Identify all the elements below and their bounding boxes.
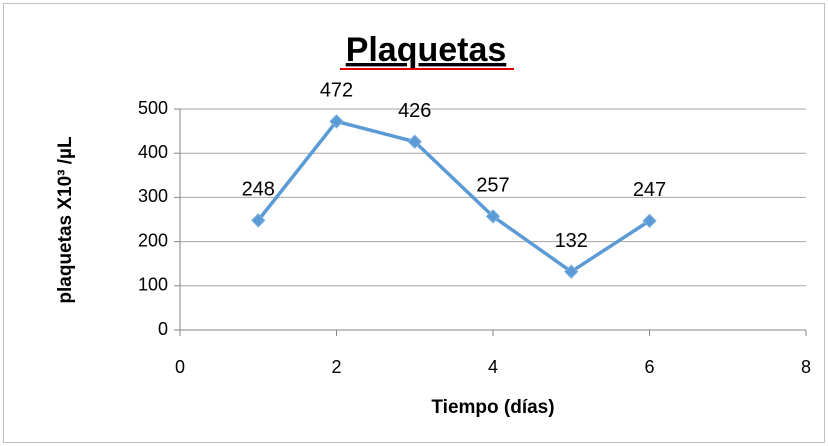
- data-marker: [485, 209, 501, 224]
- y-tick-label: 300: [138, 186, 168, 206]
- data-label: 472: [320, 80, 353, 102]
- y-tick-label: 0: [158, 319, 168, 339]
- data-line: [256, 119, 651, 274]
- data-label: 132: [555, 230, 588, 252]
- x-axis-label: Tiempo (días): [431, 397, 554, 418]
- data-label: 426: [398, 100, 431, 122]
- x-tick-label: 0: [175, 357, 185, 377]
- y-tick-label: 200: [138, 230, 168, 250]
- x-tick-label: 2: [331, 357, 341, 377]
- x-tick-label: 8: [801, 357, 811, 377]
- y-axis-label: plaquetas X10³ /µL: [55, 136, 76, 304]
- chart-frame: [3, 3, 825, 443]
- data-marker: [407, 134, 422, 149]
- data-label: 248: [242, 179, 275, 201]
- data-marker: [329, 114, 344, 129]
- data-label: 247: [633, 179, 666, 201]
- data-marker: [251, 213, 266, 228]
- data-marker: [564, 264, 579, 279]
- data-label: 257: [476, 175, 509, 197]
- y-tick-label: 100: [138, 275, 168, 295]
- x-tick-label: 4: [488, 357, 498, 377]
- data-marker: [642, 213, 657, 229]
- chart-title: Plaquetas: [346, 31, 507, 69]
- y-tick-label: 400: [138, 142, 168, 162]
- y-tick-label: 500: [138, 98, 168, 118]
- x-tick-label: 6: [644, 357, 654, 377]
